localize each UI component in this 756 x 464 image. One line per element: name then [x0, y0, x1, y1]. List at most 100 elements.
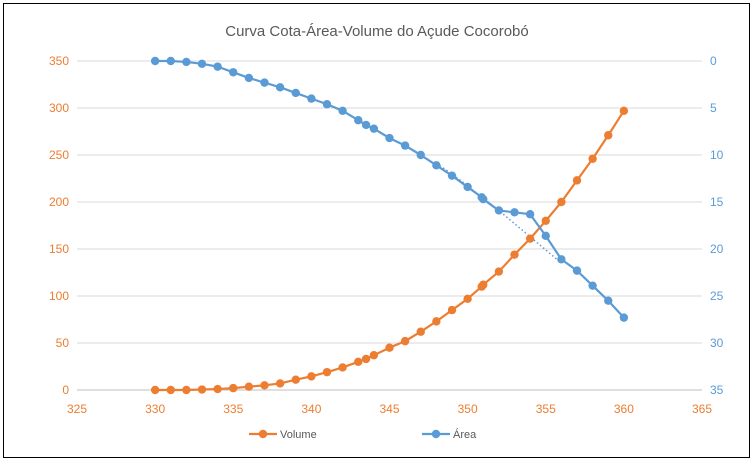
volume-point [150, 385, 160, 395]
y-left-tick-label: 0 [62, 383, 69, 397]
area-point [150, 56, 160, 66]
area-point [182, 57, 191, 67]
x-tick-label: 360 [614, 402, 634, 416]
volume-point [275, 379, 285, 388]
area-point [416, 150, 425, 160]
volume-point [541, 216, 550, 225]
axes: 0 50 100 150 200 250 300 350 0 5 10 15 20 25 30 35 325 33… [49, 54, 724, 416]
volume-point [494, 267, 504, 276]
volume-point [510, 250, 519, 259]
volume-point [400, 336, 410, 346]
x-tick-label: 355 [536, 402, 556, 416]
trendline [435, 162, 562, 264]
area-point [361, 120, 371, 130]
area-point [557, 255, 566, 264]
volume-point [385, 343, 394, 352]
area-point [244, 73, 254, 83]
series-layer [150, 56, 629, 395]
area-trendline [435, 162, 562, 264]
volume-point [619, 106, 629, 116]
volume-point [260, 381, 269, 390]
x-tick-label: 365 [692, 402, 712, 416]
y-right-tick-label: 25 [710, 289, 724, 303]
area-point [604, 296, 613, 305]
y-left-tick-label: 350 [49, 54, 69, 68]
volume-point [338, 363, 347, 372]
volume-point [525, 234, 535, 243]
volume-point [416, 327, 425, 336]
y-left-tick-label: 50 [56, 336, 70, 350]
volume-point [361, 354, 371, 364]
area-point [510, 208, 519, 217]
y-left-tick-label: 300 [49, 101, 69, 115]
x-tick-label: 350 [458, 402, 478, 416]
y-right-tick-label: 0 [710, 54, 717, 68]
legend-volume-label: Volume [280, 429, 317, 441]
area-point [354, 116, 363, 125]
area-point [338, 106, 347, 116]
area-point [463, 182, 472, 192]
y-left-tick-label: 250 [49, 148, 69, 162]
x-tick-label: 335 [223, 402, 243, 416]
volume-point [182, 385, 191, 395]
legend-area-label: Área [453, 428, 477, 441]
volume-point [604, 131, 613, 140]
chart-svg: 0 50 100 150 200 250 300 350 0 5 10 15 20 25 30 35 325 33… [49, 23, 724, 441]
area-point [432, 161, 441, 170]
volume-point [229, 383, 238, 393]
area-series-line [155, 59, 625, 319]
area-point [525, 210, 535, 219]
chart-title: Curva Cota-Área-Volume do Açude Cocorobó [225, 23, 529, 40]
area-point [275, 83, 285, 92]
area-point [494, 206, 504, 215]
x-tick-label: 330 [145, 402, 165, 416]
area-point [619, 313, 629, 322]
y-left-tick-label: 150 [49, 242, 69, 256]
area-point [229, 68, 238, 77]
volume-point [291, 375, 300, 384]
area-point [197, 59, 207, 69]
volume-point [354, 357, 363, 366]
volume-point [463, 294, 472, 304]
volume-point [432, 317, 441, 326]
x-tick-label: 340 [301, 402, 321, 416]
area-point [260, 78, 269, 87]
area-point [541, 231, 550, 241]
area-point [572, 266, 582, 275]
y-left-tick-label: 100 [49, 289, 69, 303]
area-point [588, 281, 597, 290]
area-point [291, 88, 300, 98]
volume-point [244, 382, 254, 391]
volume-point [322, 367, 332, 377]
x-tick-label: 325 [67, 402, 87, 416]
volume-point [447, 305, 457, 315]
x-tick-label: 345 [379, 402, 399, 416]
area-point [385, 133, 394, 143]
volume-point [197, 385, 207, 394]
volume-point [213, 384, 222, 394]
volume-point [369, 351, 379, 360]
area-point [479, 194, 488, 204]
legend: Volume Área [249, 428, 477, 441]
volume-point [557, 197, 566, 207]
area-point [447, 171, 457, 180]
y-right-tick-label: 35 [710, 383, 724, 397]
legend-volume-marker [258, 429, 268, 439]
y-right-tick-label: 15 [710, 195, 724, 209]
y-right-tick-label: 20 [710, 242, 724, 256]
volume-point [307, 372, 316, 381]
area-point [369, 124, 379, 133]
y-right-tick-label: 5 [710, 101, 717, 115]
area-point [166, 56, 175, 66]
area-point [307, 94, 316, 103]
area-point [400, 141, 410, 150]
volume-point [588, 154, 597, 163]
legend-area-marker [431, 429, 441, 439]
volume-point [479, 280, 488, 289]
y-right-tick-label: 10 [710, 148, 724, 162]
volume-point [572, 176, 582, 185]
volume-point [166, 385, 175, 395]
chart-frame: 0 50 100 150 200 250 300 350 0 5 10 15 20 25 30 35 325 33… [3, 3, 750, 458]
y-right-tick-label: 30 [710, 336, 724, 350]
y-left-tick-label: 200 [49, 195, 69, 209]
